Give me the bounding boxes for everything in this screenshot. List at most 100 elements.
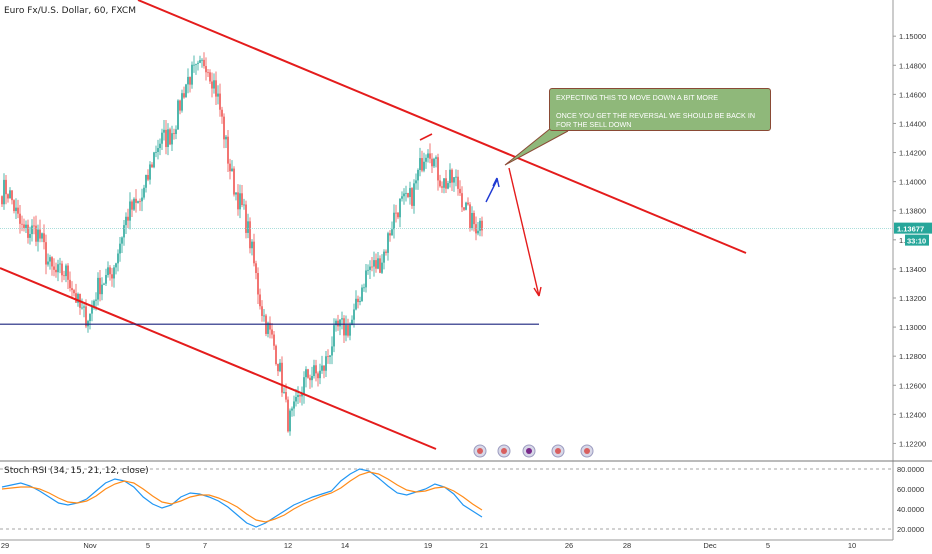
candle-body (469, 204, 471, 228)
date-tick-label: 29 (1, 541, 9, 550)
candle-body (233, 168, 235, 195)
upper-trendline (137, 0, 747, 254)
price-tick-label: 1.14600 (899, 90, 926, 99)
candle-body (407, 192, 409, 197)
date-tick-label: 28 (623, 541, 631, 550)
candle-body (39, 229, 41, 239)
candle-body (157, 148, 159, 152)
candle-body (293, 401, 295, 409)
candle-body (141, 197, 143, 202)
candle-body (137, 201, 139, 203)
date-tick-label: 7 (203, 541, 207, 550)
candle-body (399, 198, 401, 218)
candle-body (337, 320, 339, 327)
candle-body (57, 264, 59, 273)
candle-body (143, 187, 145, 198)
candle-body (373, 260, 375, 267)
candle-body (201, 59, 203, 61)
candle-body (453, 177, 455, 183)
candle-body (49, 257, 51, 262)
candle-body (21, 223, 23, 225)
candle-body (351, 319, 353, 325)
candle-body (323, 365, 325, 371)
candle-body (103, 283, 105, 285)
candle-body (51, 257, 53, 267)
date-tick-label: 19 (424, 541, 432, 550)
candle-body (361, 287, 363, 302)
candle-body (255, 263, 257, 274)
candle-body (211, 81, 213, 89)
candle-body (291, 408, 293, 411)
candle-body (167, 129, 169, 147)
candle-body (251, 241, 253, 249)
candle-body (149, 164, 151, 180)
candle-body (53, 266, 55, 270)
candle-body (117, 253, 119, 264)
candle-body (477, 230, 479, 234)
candle-body (427, 153, 429, 158)
candle-body (397, 212, 399, 218)
candle-body (205, 66, 207, 73)
rsi-tick-label: 60.0000 (897, 485, 924, 494)
candle-body (181, 93, 183, 111)
candle-body (257, 273, 259, 295)
candle-body (187, 76, 189, 85)
candle-body (285, 392, 287, 400)
candle-body (81, 307, 83, 309)
candle-body (45, 242, 47, 265)
date-tick-label: 5 (146, 541, 150, 550)
candle-body (19, 213, 21, 224)
candle-body (5, 179, 7, 195)
candle-body (413, 183, 415, 206)
candle-body (85, 306, 87, 327)
price-tick-label: 1.14400 (899, 119, 926, 128)
candle-body (437, 157, 439, 181)
candle-body (239, 193, 241, 210)
candle-body (277, 364, 279, 372)
note-line-1: EXPECTING THIS TO MOVE DOWN A BIT MORE (556, 93, 719, 102)
candle-body (295, 396, 297, 402)
candle-body (305, 369, 307, 378)
candle-body (447, 183, 449, 189)
small-trendline (419, 133, 433, 141)
candle-body (111, 274, 113, 279)
candle-body (421, 158, 423, 171)
date-tick-label: 5 (766, 541, 770, 550)
candle-body (451, 169, 453, 183)
rsi-tick-label: 40.0000 (897, 505, 924, 514)
date-axis-group: 29 Nov 5 7 12 14 19 21 26 28 Dec 5 10 (0, 539, 893, 550)
candle-body (241, 193, 243, 206)
candle-body (269, 322, 271, 330)
candle-body (229, 163, 231, 172)
countdown-badge (905, 234, 929, 246)
annotation-note[interactable]: EXPECTING THIS TO MOVE DOWN A BIT MORE O… (549, 88, 771, 131)
candle-body (327, 356, 329, 358)
candle-body (25, 224, 27, 228)
price-tick-label: 1.12600 (899, 381, 926, 390)
candle-body (259, 294, 261, 307)
indicator-title: Stoch RSI (34, 15, 21, 12, close) (4, 466, 149, 476)
candle-body (195, 63, 197, 65)
candle-body (75, 293, 77, 303)
candle-body (289, 410, 291, 432)
candle-body (163, 129, 165, 133)
candle-body (345, 325, 347, 336)
candle-body (377, 258, 379, 269)
candle-body (109, 267, 111, 275)
candle-body (455, 176, 457, 178)
candle-body (435, 157, 437, 159)
candle-body (73, 290, 75, 294)
event-marker-dot (555, 448, 561, 454)
candle-body (155, 151, 157, 153)
candle-body (115, 263, 117, 268)
candle-body (395, 212, 397, 214)
candle-body (271, 329, 273, 335)
price-tick-label: 1.12800 (899, 352, 926, 361)
price-tick-label: 1.15000 (899, 32, 926, 41)
candle-body (363, 287, 365, 289)
candle-body (463, 207, 465, 210)
candle-body (245, 204, 247, 233)
candle-body (319, 370, 321, 379)
candle-body (67, 265, 69, 280)
